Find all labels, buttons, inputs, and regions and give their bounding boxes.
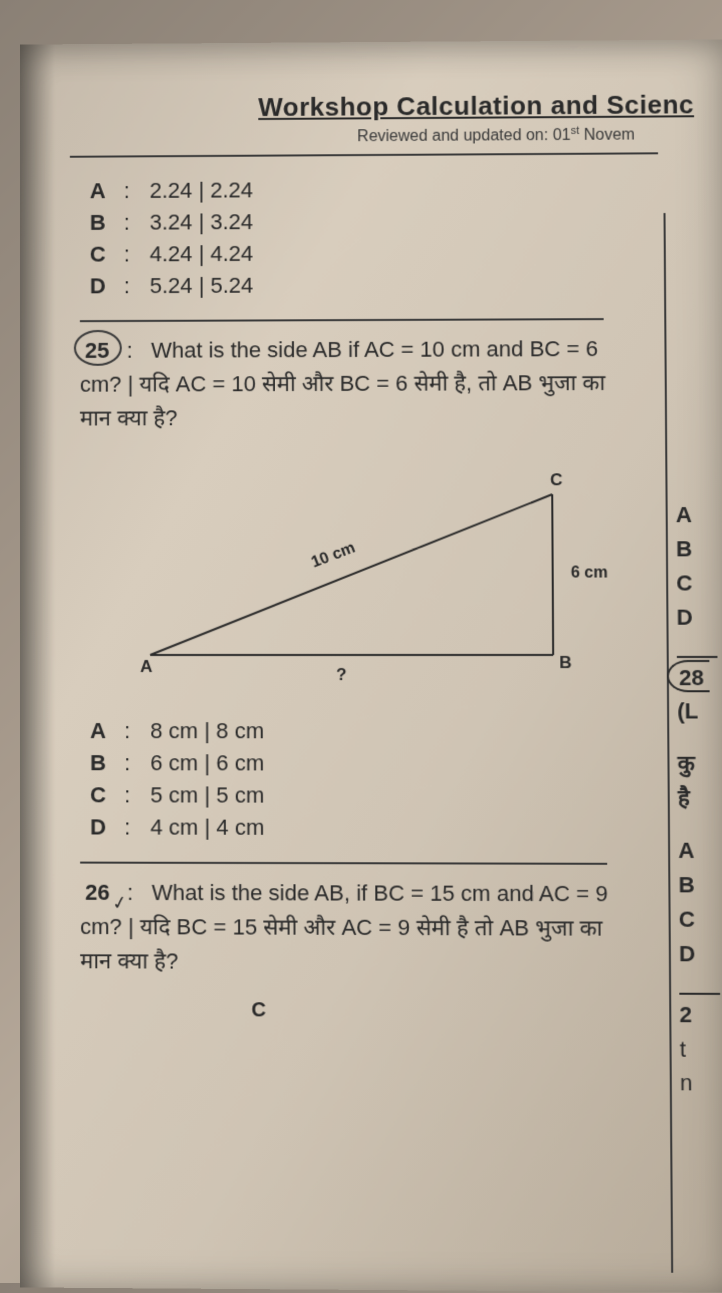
frag-letter: t — [680, 1033, 722, 1066]
frag-letter: A — [678, 835, 722, 867]
frag-num: 2 — [679, 998, 722, 1031]
subtitle-prefix: Reviewed and updated on: 01 — [357, 127, 571, 145]
option-value: 3.24 | 3.24 — [150, 206, 254, 238]
subtitle-suffix: Novem — [579, 127, 635, 144]
option-letter: D — [90, 270, 124, 302]
frag-letter: B — [676, 533, 722, 565]
option-row: D : 5.24 | 5.24 — [90, 268, 722, 303]
option-value: 6 cm | 6 cm — [150, 747, 264, 779]
option-value: 4 cm | 4 cm — [150, 811, 264, 843]
option-row: C : 5 cm | 5 cm — [90, 779, 722, 812]
option-colon: : — [124, 811, 150, 843]
triangle-svg — [110, 464, 635, 695]
checkmark-icon: ✓ — [110, 888, 130, 918]
option-letter: B — [90, 747, 124, 779]
option-row: D : 4 cm | 4 cm — [90, 811, 722, 844]
option-colon: : — [124, 175, 150, 207]
option-letter: D — [90, 811, 124, 843]
vertex-c: C — [550, 470, 563, 490]
option-letter: C — [90, 239, 124, 271]
option-letter: C — [90, 779, 124, 811]
option-colon: : — [124, 270, 150, 302]
option-letter: B — [90, 207, 124, 239]
question-number: 25 — [80, 334, 114, 368]
vertex-c-fragment: C — [251, 999, 722, 1024]
option-value: 5.24 | 5.24 — [150, 270, 254, 302]
option-letter: A — [90, 176, 124, 208]
subtitle-sup: st — [571, 125, 580, 137]
option-row: A : 8 cm | 8 cm — [90, 715, 722, 748]
frag-hindi: कु — [678, 748, 722, 780]
right-page-fragment: A B C D 28 (L कु है A B C D 2 t n — [676, 499, 722, 1102]
frag-letter: A — [676, 499, 722, 531]
option-value: 4.24 | 4.24 — [150, 238, 254, 270]
option-colon: : — [124, 747, 150, 779]
frag-letter: D — [676, 601, 722, 633]
worksheet-page: Workshop Calculation and Scienc Reviewed… — [20, 40, 722, 1293]
question-25: 25 : What is the side AB if AC = 10 cm a… — [80, 332, 637, 436]
prev-options: A : 2.24 | 2.24 B : 3.24 | 3.24 C : 4.24… — [90, 172, 722, 302]
option-row: A : 2.24 | 2.24 — [90, 172, 722, 207]
question-26: 26✓ : What is the side AB, if BC = 15 cm… — [80, 875, 641, 980]
binding-shadow — [20, 44, 55, 1287]
question-divider — [80, 861, 607, 864]
frag-hindi: है — [678, 782, 722, 814]
frag-letter: n — [680, 1067, 722, 1100]
frag-letter: D — [679, 938, 722, 971]
frag-letter: B — [678, 869, 722, 901]
question-text-hi: | यदि BC = 15 सेमी और AC = 9 सेमी है तो … — [80, 914, 603, 974]
option-letter: A — [90, 715, 124, 747]
option-value: 5 cm | 5 cm — [150, 779, 264, 811]
q25-options: A : 8 cm | 8 cm B : 6 cm | 6 cm C : 5 cm… — [90, 715, 722, 844]
option-row: B : 6 cm | 6 cm — [90, 747, 722, 780]
page-subtitle: Reviewed and updated on: 01st Novem — [229, 124, 722, 147]
option-value: 8 cm | 8 cm — [150, 715, 264, 747]
vertex-a: A — [140, 657, 152, 677]
option-colon: : — [124, 715, 150, 747]
frag-paren: (L — [677, 696, 722, 728]
question-divider — [80, 318, 603, 322]
option-value: 2.24 | 2.24 — [150, 175, 253, 207]
option-row: B : 3.24 | 3.24 — [90, 204, 722, 239]
page-header: Workshop Calculation and Scienc Reviewed… — [70, 89, 722, 148]
triangle-diagram: A B C ? 10 cm 6 cm — [110, 464, 635, 695]
unknown-side: ? — [336, 665, 347, 685]
frag-letter: C — [679, 903, 722, 935]
vertex-b: B — [559, 653, 572, 673]
option-colon: : — [124, 239, 150, 271]
frag-letter: C — [676, 567, 722, 599]
option-row: C : 4.24 | 4.24 — [90, 236, 722, 271]
header-divider — [70, 153, 658, 158]
frag-q28: 28 — [677, 662, 722, 694]
option-colon: : — [124, 779, 150, 811]
vertical-side-label: 6 cm — [571, 565, 608, 583]
question-text-hi: | यदि AC = 10 सेमी और BC = 6 सेमी है, तो… — [80, 370, 605, 431]
option-colon: : — [124, 207, 150, 239]
page-title: Workshop Calculation and Scienc — [229, 89, 722, 123]
